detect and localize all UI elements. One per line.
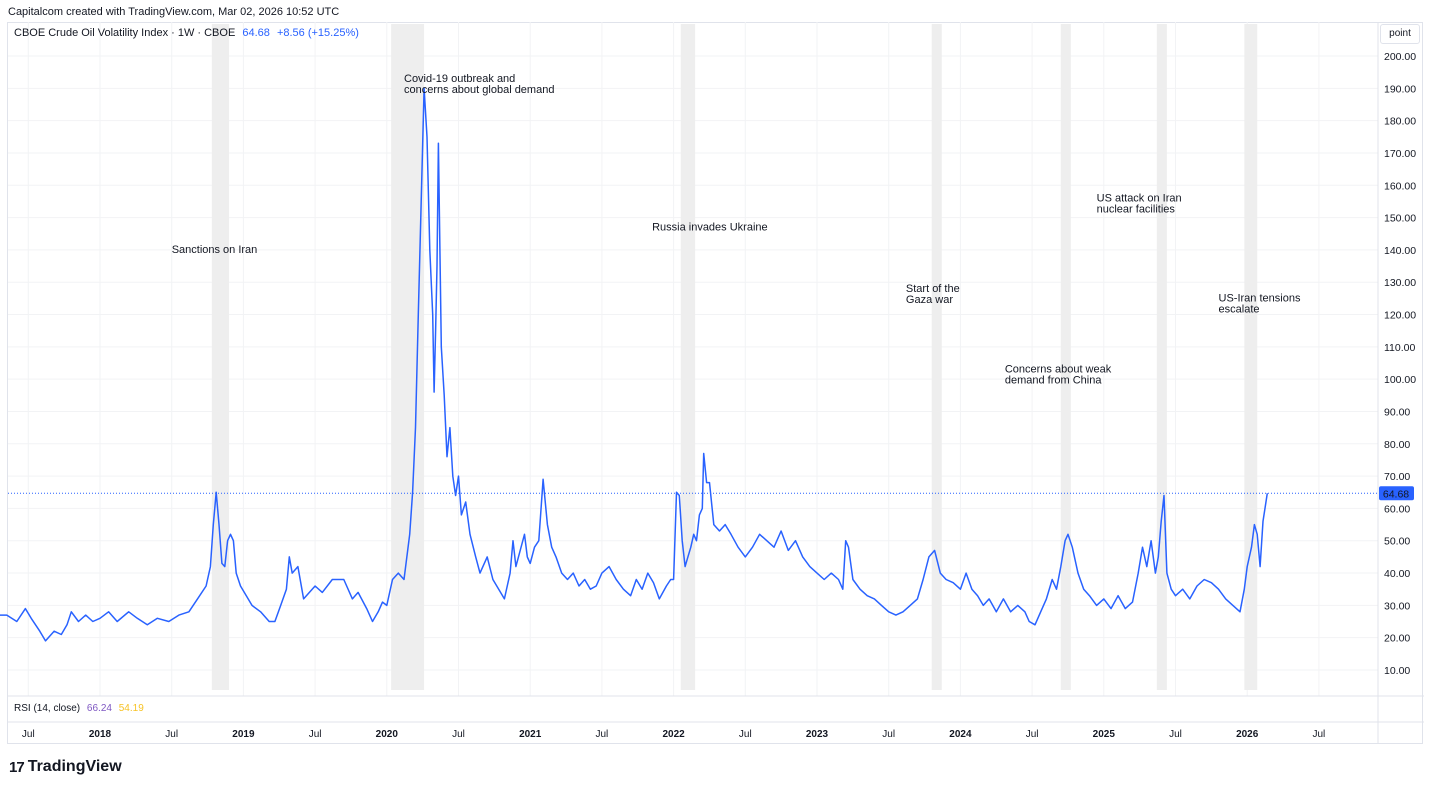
y-tick-label: 100.00: [1384, 374, 1416, 386]
event-annotation: Concerns about weak demand from China: [1005, 364, 1112, 387]
x-tick-label: 2021: [519, 729, 542, 740]
x-tick-label: Jul: [452, 729, 465, 740]
event-shade: [931, 24, 942, 690]
x-tick-label: 2019: [232, 729, 255, 740]
y-tick-label: 110.00: [1384, 342, 1415, 354]
x-tick-label: 2018: [89, 729, 112, 740]
last-price-badge-bg: [1379, 486, 1414, 501]
y-tick-label: 10.00: [1384, 665, 1410, 677]
event-shade: [1156, 24, 1167, 690]
y-tick-label: 70.00: [1384, 471, 1410, 483]
x-tick-label: 2024: [949, 729, 972, 740]
x-tick-label: Jul: [1313, 729, 1326, 740]
chart-caption: Capitalcom created with TradingView.com,…: [8, 6, 340, 18]
event-annotation-line: Gaza war: [906, 294, 953, 306]
x-tick-label: Jul: [1169, 729, 1182, 740]
y-tick-label: 190.00: [1384, 83, 1416, 95]
event-annotation-line: escalate: [1219, 304, 1260, 316]
y-tick-label: 80.00: [1384, 439, 1410, 451]
ovx-series-line: [0, 87, 1269, 642]
event-annotation-line: nuclear facilities: [1097, 203, 1176, 215]
y-axis-ticks: 10.00 20.00 30.00 40.00 50.00 60.00 70.00 80.00…: [1384, 51, 1416, 677]
y-tick-label: 120.00: [1384, 310, 1416, 322]
rsi-signal-value: 54.19: [118, 703, 144, 714]
event-annotation-line: Russia invades Ukraine: [652, 222, 768, 234]
legend-change: +8.56 (+15.25%): [276, 27, 359, 39]
x-tick-label: Jul: [739, 729, 752, 740]
event-annotation-line: Concerns about weak: [1005, 364, 1112, 376]
event-annotation-line: demand from China: [1005, 375, 1102, 387]
event-annotation: US-Iran tensions escalate: [1219, 293, 1301, 316]
y-tick-label: 50.00: [1384, 536, 1410, 548]
x-axis-ticks: Jul 2018 Jul 2019 Jul 2020 Jul 2021 Jul 2022 Jul 20…: [22, 729, 1325, 740]
tradingview-logo-text: TradingView: [27, 758, 122, 775]
scale-mode-button[interactable]: point: [1380, 24, 1420, 44]
y-tick-label: 140.00: [1384, 245, 1416, 257]
x-tick-label: Jul: [882, 729, 895, 740]
last-price-badge-text: 64.68: [1383, 488, 1409, 500]
legend-last-value: 64.68: [242, 27, 270, 39]
x-tick-label: Jul: [165, 729, 178, 740]
shaded-periods: [211, 24, 1258, 690]
x-tick-label: 2026: [1236, 729, 1259, 740]
event-annotations: Sanctions on Iran Covid-19 outbreak and co…: [172, 73, 1301, 387]
y-tick-label: 20.00: [1384, 633, 1410, 645]
x-tick-label: Jul: [309, 729, 322, 740]
chart-legend: CBOE Crude Oil Volatility Index · 1W · C…: [14, 27, 359, 39]
x-tick-label: Jul: [1026, 729, 1039, 740]
rsi-legend: RSI (14, close) 66.24 54.19: [14, 703, 144, 714]
event-annotation-line: Covid-19 outbreak and: [404, 73, 515, 85]
event-annotation-line: Start of the: [906, 283, 960, 295]
tradingview-logo[interactable]: 17 TradingView: [9, 758, 122, 776]
event-shade: [211, 24, 230, 690]
event-annotation-line: US-Iran tensions: [1219, 293, 1301, 305]
y-tick-label: 60.00: [1384, 503, 1410, 515]
event-shade: [1060, 24, 1071, 690]
y-tick-label: 170.00: [1384, 148, 1416, 160]
x-tick-label: Jul: [22, 729, 35, 740]
event-annotation: Covid-19 outbreak and concerns about glob…: [404, 73, 554, 96]
event-annotation: Russia invades Ukraine: [652, 222, 768, 234]
x-tick-label: Jul: [596, 729, 609, 740]
event-annotation: US attack on Iran nuclear facilities: [1097, 192, 1182, 215]
event-annotation: Start of the Gaza war: [906, 283, 960, 306]
event-annotation-line: concerns about global demand: [404, 84, 554, 96]
y-tick-label: 160.00: [1384, 180, 1416, 192]
y-tick-label: 40.00: [1384, 568, 1410, 580]
y-tick-label: 30.00: [1384, 600, 1410, 612]
rsi-label: RSI (14, close): [14, 703, 81, 714]
x-tick-label: 2025: [1093, 729, 1116, 740]
event-annotation: Sanctions on Iran: [172, 244, 258, 256]
rsi-value: 66.24: [86, 703, 112, 714]
event-annotation-line: US attack on Iran: [1097, 192, 1182, 204]
y-tick-label: 200.00: [1384, 51, 1416, 63]
event-annotation-line: Sanctions on Iran: [172, 244, 258, 256]
y-tick-label: 150.00: [1384, 213, 1416, 225]
event-shade: [1244, 24, 1258, 690]
event-shade: [391, 24, 425, 690]
y-tick-label: 130.00: [1384, 277, 1416, 289]
tradingview-logo-mark: 17: [9, 758, 25, 776]
x-tick-label: 2023: [806, 729, 829, 740]
event-shade: [680, 24, 696, 690]
y-tick-label: 90.00: [1384, 406, 1410, 418]
legend-symbol: CBOE Crude Oil Volatility Index · 1W · C…: [14, 27, 236, 39]
x-tick-label: 2022: [662, 729, 685, 740]
x-tick-label: 2020: [376, 729, 399, 740]
last-price-badge: 64.68: [1379, 486, 1414, 501]
chart-frame: [7, 22, 1423, 744]
y-tick-label: 180.00: [1384, 116, 1416, 128]
